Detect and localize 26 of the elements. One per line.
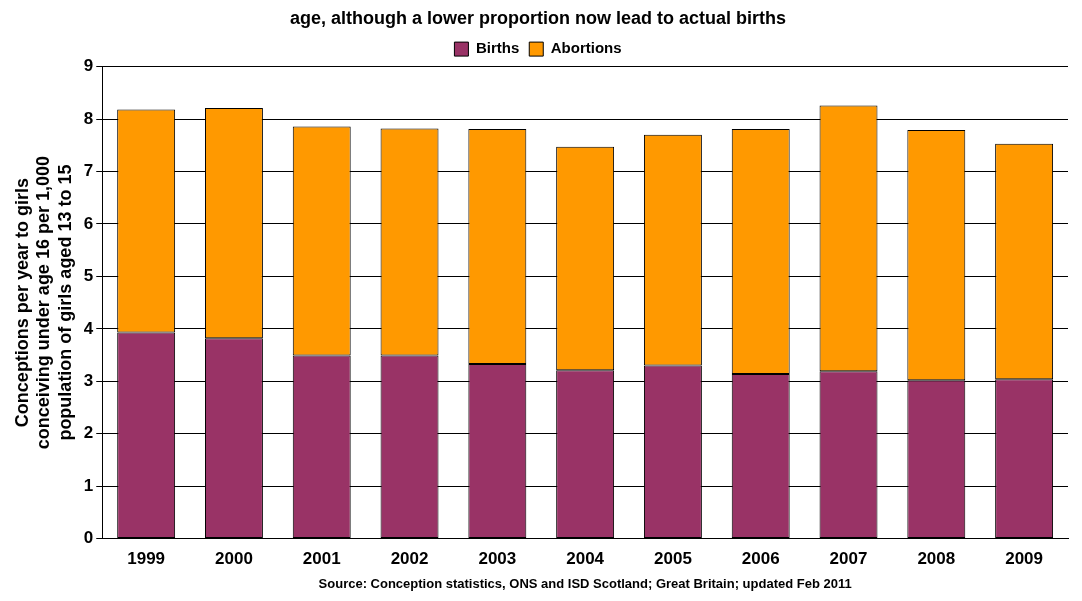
x-tick-label: 2008 [917, 549, 956, 569]
x-tick-label: 2001 [302, 549, 341, 569]
y-tick-label: 2 [83, 423, 94, 443]
y-axis-title: Conceptions per year to girls conceiving under age 16 per 1,000 population of girls aged 13 to 15 [11, 156, 75, 450]
y-tick-label: 5 [83, 266, 94, 286]
legend-label: Births [475, 39, 520, 57]
x-tick-label: 2002 [390, 549, 429, 569]
x-tick-label: 2005 [654, 549, 692, 569]
x-tick-label: 2009 [1005, 549, 1044, 569]
x-tick-label: 2006 [741, 549, 780, 569]
y-tick-label: 6 [83, 213, 94, 233]
y-tick-label: 7 [83, 161, 94, 181]
y-tick-label: 8 [83, 108, 94, 128]
chart-title: age, although a lower proportion now lead to actual births [289, 7, 787, 28]
x-tick-label: 2007 [829, 549, 868, 569]
y-tick-label: 1 [83, 475, 94, 495]
x-tick-label: 1999 [127, 549, 166, 569]
x-tick-label: 2004 [566, 549, 605, 569]
y-tick-label: 0 [83, 528, 94, 548]
y-tick-label: 4 [83, 318, 94, 338]
y-tick-label: 3 [83, 370, 94, 390]
y-tick-label: 9 [83, 56, 94, 76]
source-note: Source: Conception statistics, ONS and ISD Scotland; Great Britain; updated Feb 2011 [318, 576, 852, 592]
x-tick-label: 2003 [478, 549, 517, 569]
legend-label: Abortions [550, 39, 622, 57]
x-tick-label: 2000 [215, 549, 253, 569]
